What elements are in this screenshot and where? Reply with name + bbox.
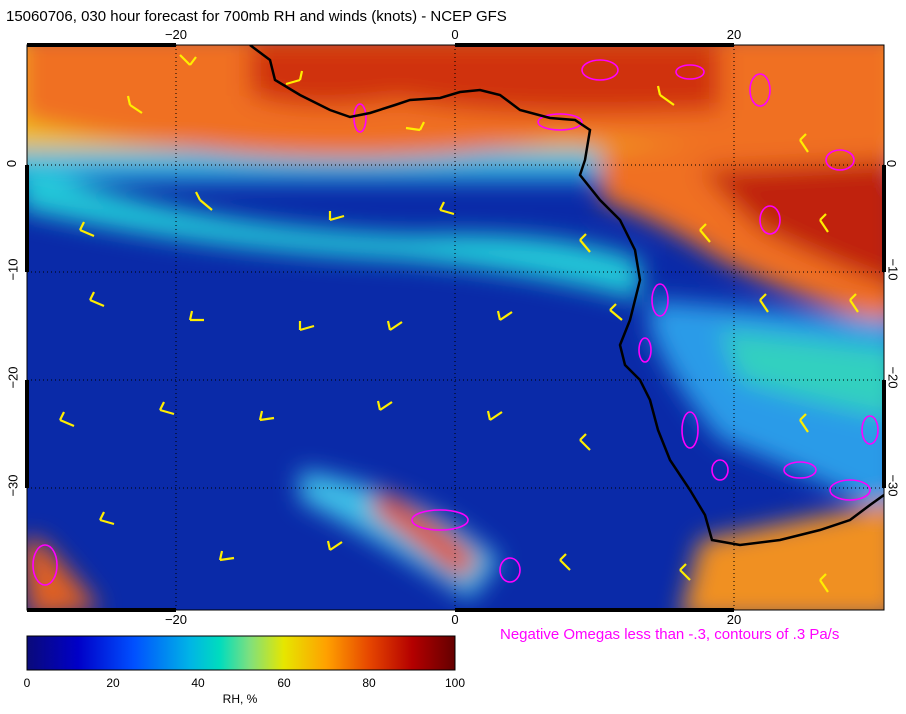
wind-barbs xyxy=(59,54,859,593)
lat-tick-right-4: −30 xyxy=(885,474,901,497)
colorbar-tick-40: 40 xyxy=(191,676,205,690)
colorbar-tick-100: 100 xyxy=(444,676,466,690)
colorbar-tick-60: 60 xyxy=(277,676,291,690)
colorbar-tick-20: 20 xyxy=(106,676,120,690)
lat-tick-left-3: −20 xyxy=(5,366,21,389)
map-title: 15060706, 030 hour forecast for 700mb RH… xyxy=(6,8,507,25)
omega-note: Negative Omegas less than -.3, contours … xyxy=(500,626,840,643)
lon-tick-top-1: −20 xyxy=(164,27,188,42)
lat-tick-right-3: −20 xyxy=(885,366,901,389)
lon-tick-top-3: 20 xyxy=(726,27,742,42)
colorbar-title: RH, % xyxy=(222,692,258,706)
lat-tick-right-2: −10 xyxy=(885,258,901,281)
lat-tick-left-4: −30 xyxy=(5,474,21,497)
frame-ticks xyxy=(25,43,886,612)
colorbar-tick-80: 80 xyxy=(362,676,376,690)
lon-tick-bottom-3: 20 xyxy=(726,612,742,627)
lat-tick-left-1: 0 xyxy=(4,159,20,168)
lat-tick-left-2: −10 xyxy=(5,258,21,281)
lat-tick-right-1: 0 xyxy=(884,159,900,168)
rh-field xyxy=(27,45,884,610)
lon-tick-bottom-2: 0 xyxy=(451,612,459,627)
colorbar xyxy=(26,635,456,671)
colorbar-tick-0: 0 xyxy=(23,676,31,690)
gridlines xyxy=(27,45,884,610)
lon-tick-top-2: 0 xyxy=(451,27,459,42)
coastline xyxy=(249,45,884,547)
lon-tick-bottom-1: −20 xyxy=(164,612,188,627)
omega-contours xyxy=(32,59,879,586)
